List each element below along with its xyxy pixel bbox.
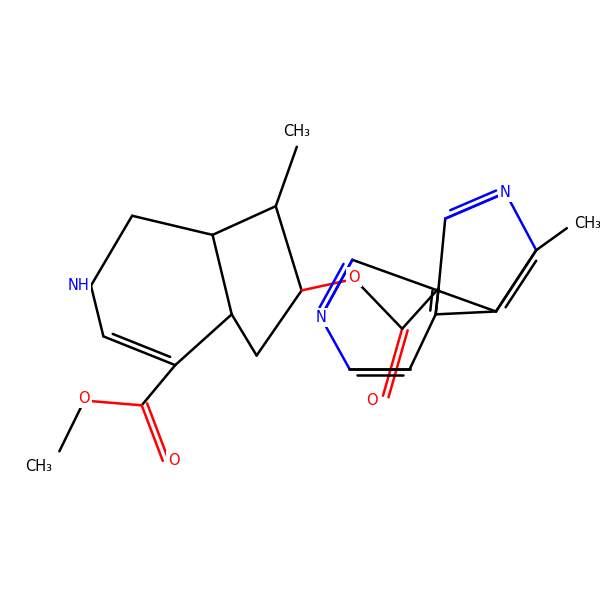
Text: N: N: [316, 310, 326, 325]
Text: O: O: [349, 269, 360, 284]
Text: O: O: [365, 393, 377, 408]
Text: O: O: [79, 391, 90, 406]
Text: O: O: [169, 454, 180, 469]
Text: CH₃: CH₃: [25, 459, 52, 474]
Text: CH₃: CH₃: [283, 124, 310, 139]
Text: NH: NH: [67, 278, 89, 293]
Text: CH₃: CH₃: [575, 216, 600, 231]
Text: N: N: [500, 185, 511, 200]
